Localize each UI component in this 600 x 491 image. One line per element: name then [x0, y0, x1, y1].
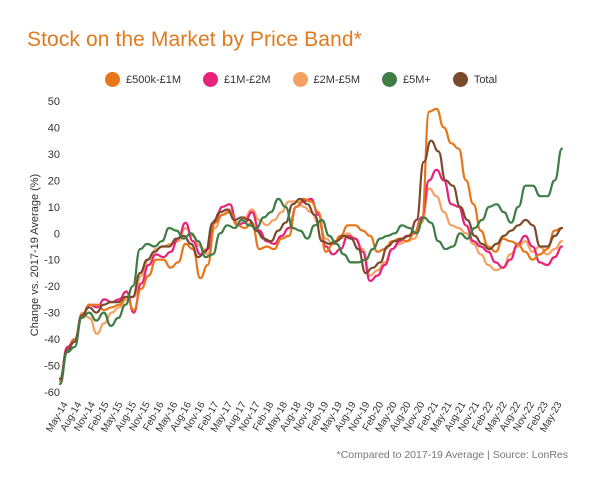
legend-item: £1M-£2M	[203, 72, 271, 87]
legend-label: £2M-£5M	[313, 73, 360, 86]
legend-label: Total	[473, 73, 498, 86]
y-tick-label: -50	[44, 361, 60, 373]
y-axis: 50 40 30 20 10 0 -10 -20 -30 -40 -50 -60	[44, 96, 60, 399]
series-lines	[58, 107, 564, 386]
legend-item: £500k-£1M	[105, 72, 181, 87]
series-line	[58, 168, 564, 380]
chart-title: Stock on the Market by Price Band*	[27, 28, 362, 51]
y-tick-label: 30	[48, 149, 60, 161]
y-tick-label: -40	[44, 334, 60, 346]
series-line	[58, 139, 564, 380]
x-axis: May-14Aug-14Nov-14Feb-15May-15Aug-15Nov-…	[44, 400, 564, 435]
legend-label: £1M-£2M	[224, 73, 271, 86]
legend-swatch	[452, 72, 468, 87]
y-tick-label: 0	[54, 228, 60, 240]
legend-swatch	[292, 72, 308, 87]
footnote: *Compared to 2017-19 Average | Source: L…	[336, 449, 568, 461]
legend-label: £5M+	[402, 73, 431, 86]
y-tick-label: 40	[48, 122, 60, 134]
legend-item: Total	[452, 72, 498, 87]
series-line	[58, 147, 564, 386]
legend-swatch	[105, 72, 120, 87]
legend-label: £500k-£1M	[126, 73, 182, 86]
legend-item: £2M-£5M	[292, 72, 360, 87]
y-tick-label: -10	[44, 255, 60, 267]
legend-swatch	[203, 72, 219, 87]
legend-swatch	[381, 72, 397, 87]
y-tick-label: 10	[48, 202, 60, 214]
y-tick-label: 50	[48, 96, 60, 108]
y-tick-label: -60	[44, 387, 60, 399]
legend-item: £5M+	[381, 72, 431, 87]
y-tick-label: -30	[44, 308, 60, 320]
chart-legend: £500k-£1M £1M-£2M £2M-£5M £5M+ Total	[105, 72, 497, 87]
y-axis-label: Change vs. 2017-19 Average (%)	[29, 174, 41, 336]
series-line	[58, 107, 564, 383]
y-tick-label: -20	[44, 281, 60, 293]
y-tick-label: 20	[48, 175, 60, 187]
